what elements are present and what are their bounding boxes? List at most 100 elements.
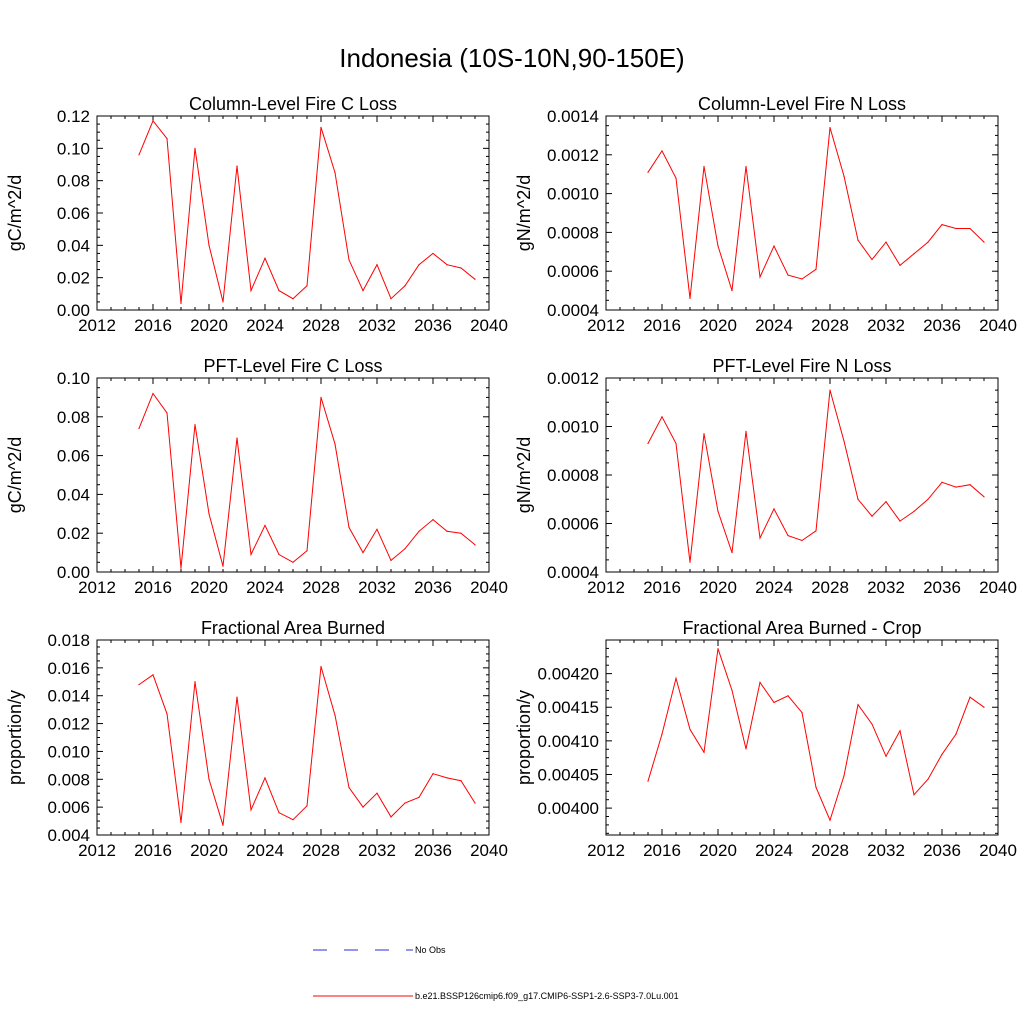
- data-point: [927, 778, 929, 780]
- y-tick-label: 0.00420: [538, 665, 599, 684]
- data-point: [675, 442, 677, 445]
- data-point: [773, 245, 775, 247]
- y-tick-label: 0.010: [47, 742, 90, 761]
- y-tick-label: 0.0012: [547, 146, 599, 165]
- data-point: [745, 165, 747, 168]
- data-point: [222, 824, 224, 826]
- data-point: [871, 723, 873, 725]
- data-point: [194, 423, 196, 426]
- y-tick-label: 0.04: [57, 236, 90, 255]
- data-point: [857, 498, 859, 500]
- x-tick-label: 2028: [302, 578, 340, 597]
- y-tick-label: 0.00415: [538, 698, 599, 717]
- x-tick-label: 2012: [78, 578, 116, 597]
- data-point: [647, 442, 649, 445]
- figure-title: Indonesia (10S-10N,90-150E): [339, 43, 684, 73]
- data-point: [460, 267, 462, 269]
- series-line: [138, 119, 476, 304]
- data-point: [362, 806, 364, 808]
- data-point: [731, 689, 733, 692]
- data-point: [432, 519, 434, 521]
- data-point: [152, 392, 154, 395]
- x-tick-label: 2016: [134, 316, 172, 335]
- data-point: [899, 730, 901, 732]
- y-tick-label: 0.04: [57, 485, 90, 504]
- y-tick-label: 0.10: [57, 369, 90, 388]
- x-tick-label: 2020: [699, 841, 737, 860]
- data-point: [969, 696, 971, 698]
- data-point: [460, 532, 462, 534]
- data-point: [927, 498, 929, 500]
- data-point: [180, 567, 182, 569]
- x-tick-label: 2012: [587, 316, 625, 335]
- data-point: [689, 561, 691, 563]
- y-tick-label: 0.004: [47, 826, 90, 845]
- y-tick-label: 0.06: [57, 204, 90, 223]
- data-point: [138, 154, 140, 156]
- y-tick-label: 0.02: [57, 524, 90, 543]
- data-point: [731, 290, 733, 292]
- y-axis-label: proportion/y: [514, 690, 534, 785]
- data-point: [955, 486, 957, 488]
- data-point: [773, 701, 775, 704]
- data-point: [661, 150, 663, 152]
- data-point: [745, 430, 747, 432]
- data-point: [404, 285, 406, 287]
- y-tick-label: 0.08: [57, 408, 90, 427]
- x-tick-label: 2020: [190, 578, 228, 597]
- data-point: [236, 165, 238, 167]
- data-point: [418, 530, 420, 532]
- data-point: [941, 753, 943, 755]
- y-tick-label: 0.016: [47, 659, 90, 678]
- x-tick-label: 2028: [811, 578, 849, 597]
- data-point: [773, 508, 775, 510]
- y-axis-label: gC/m^2/d: [5, 437, 25, 513]
- y-tick-label: 0.0010: [547, 418, 599, 437]
- data-point: [138, 427, 140, 430]
- data-point: [857, 239, 859, 241]
- data-point: [913, 253, 915, 255]
- data-point: [292, 561, 294, 563]
- y-tick-label: 0.08: [57, 172, 90, 191]
- data-point: [941, 481, 943, 483]
- data-point: [446, 777, 448, 779]
- x-tick-label: 2032: [867, 316, 905, 335]
- y-tick-label: 0.00400: [538, 799, 599, 818]
- y-tick-label: 0.06: [57, 447, 90, 466]
- y-axis-label: gN/m^2/d: [514, 175, 534, 251]
- data-point: [418, 796, 420, 798]
- data-point: [801, 539, 803, 542]
- chart-panel-5: Fractional Area Burned proportion/y 2012 20…: [5, 618, 508, 860]
- data-point: [885, 755, 887, 757]
- data-point: [703, 433, 705, 435]
- x-tick-label: 2032: [358, 578, 396, 597]
- y-tick-label: 0.00410: [538, 732, 599, 751]
- data-point: [871, 258, 873, 261]
- series-line: [647, 389, 985, 563]
- x-tick-label: 2028: [302, 316, 340, 335]
- x-tick-label: 2036: [923, 841, 961, 860]
- data-point: [759, 681, 761, 683]
- y-tick-label: 0.0012: [547, 369, 599, 388]
- chart-title: PFT-Level Fire C Loss: [203, 356, 382, 376]
- data-point: [689, 728, 691, 731]
- y-tick-label: 0.008: [47, 770, 90, 789]
- data-point: [236, 696, 238, 698]
- data-point: [703, 751, 705, 753]
- x-tick-label: 2012: [78, 841, 116, 860]
- y-tick-label: 0.00: [57, 563, 90, 582]
- data-point: [348, 526, 350, 528]
- x-tick-label: 2036: [414, 578, 452, 597]
- data-point: [390, 298, 392, 300]
- data-point: [278, 812, 280, 814]
- y-tick-label: 0.0004: [547, 301, 599, 320]
- data-point: [208, 513, 210, 515]
- plot-frame: [605, 377, 999, 573]
- y-tick-label: 0.10: [57, 139, 90, 158]
- data-point: [913, 510, 915, 512]
- x-tick-label: 2020: [699, 578, 737, 597]
- data-point: [306, 805, 308, 807]
- data-point: [969, 227, 971, 230]
- data-point: [983, 496, 985, 498]
